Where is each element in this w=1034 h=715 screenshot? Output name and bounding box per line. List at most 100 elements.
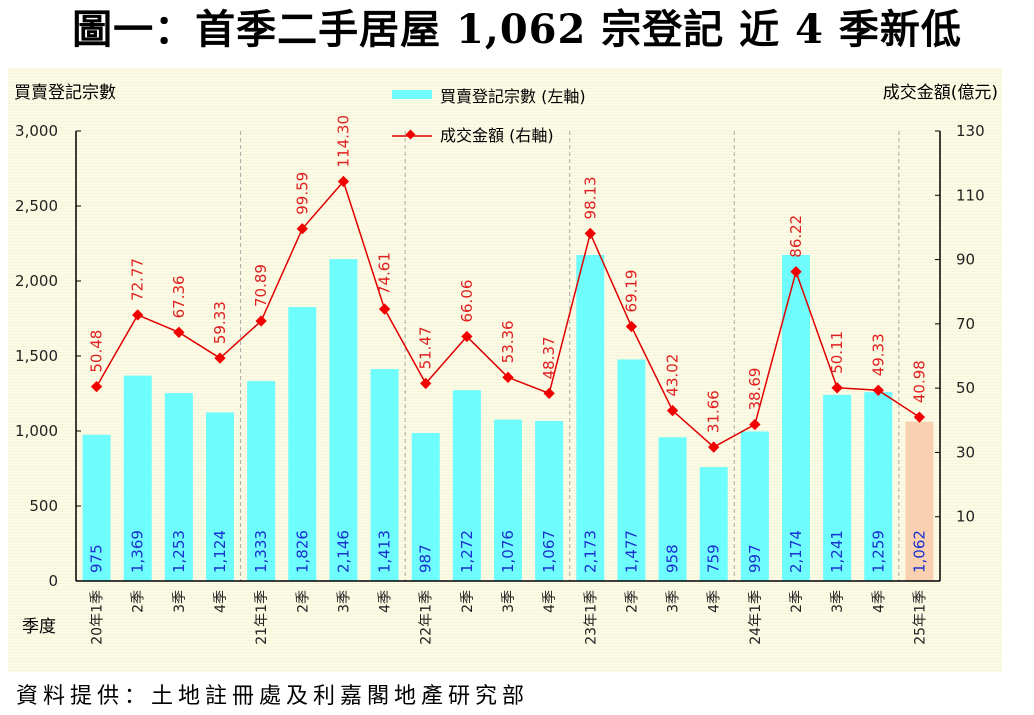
category-label: 3季 <box>336 590 352 613</box>
bar <box>740 431 769 581</box>
line-marker <box>913 411 926 423</box>
bar <box>123 375 152 581</box>
bar <box>864 392 893 581</box>
bar-value-label: 2,173 <box>581 530 599 573</box>
category-label: 3季 <box>666 590 682 613</box>
legend-line-marker <box>405 129 416 140</box>
line-marker <box>296 223 308 235</box>
right-tick-label: 130 <box>956 122 985 140</box>
bar-value-label: 1,259 <box>869 530 887 573</box>
left-tick-label: 3,000 <box>15 122 58 140</box>
bar-value-label: 1,369 <box>129 530 147 573</box>
left-axis-title: 買賣登記宗數 <box>14 83 116 103</box>
line-value-label: 67.36 <box>170 275 188 318</box>
line-value-label: 51.47 <box>417 326 435 369</box>
bar <box>823 394 852 581</box>
bar <box>699 467 728 581</box>
line-value-label: 38.69 <box>746 368 764 411</box>
bar <box>164 393 193 581</box>
line-marker <box>666 404 679 417</box>
line-marker <box>790 266 802 278</box>
bar <box>329 259 358 581</box>
line-value-label: 49.33 <box>869 333 887 376</box>
category-label: 24年1季 <box>748 590 764 645</box>
bar <box>576 255 605 582</box>
line-marker <box>173 326 185 338</box>
right-tick-label: 10 <box>956 508 975 526</box>
line-marker <box>625 320 638 333</box>
bar-value-label: 1,062 <box>910 530 928 573</box>
line-value-label: 50.11 <box>828 331 846 374</box>
year-separators <box>240 131 900 581</box>
bar <box>617 359 646 581</box>
chart-title: 圖一：首季二手居屋 1,062 宗登記 近 4 季新低 <box>72 6 962 53</box>
category-label: 2季 <box>789 590 805 613</box>
category-label: 4季 <box>871 590 887 613</box>
bar-value-label: 1,076 <box>499 530 517 573</box>
category-label: 22年1季 <box>419 590 435 645</box>
bar <box>206 412 234 581</box>
category-label: 4季 <box>542 590 558 613</box>
bar-value-label: 1,413 <box>376 530 394 573</box>
line-value-label: 50.48 <box>88 330 106 373</box>
legend-bar-label: 買賣登記宗數 (左軸) <box>440 87 586 106</box>
line-marker <box>255 315 267 327</box>
category-label: 25年1季 <box>912 590 928 645</box>
bar-value-label: 958 <box>664 544 682 573</box>
right-tick-label: 70 <box>956 315 975 333</box>
line-value-label: 53.36 <box>499 320 517 363</box>
category-label: 20年1季 <box>90 590 106 645</box>
line-value-label: 66.06 <box>458 280 476 323</box>
left-tick-label: 500 <box>29 497 58 515</box>
bar-value-label: 1,826 <box>293 530 311 573</box>
category-label: 3季 <box>830 590 846 613</box>
legend-bar-swatch <box>392 90 432 99</box>
x-axis-title: 季度 <box>22 617 56 637</box>
line-value-label: 114.30 <box>334 115 352 168</box>
bars <box>82 254 934 582</box>
bar-value-label: 975 <box>88 544 106 573</box>
bar <box>370 369 399 581</box>
line-series <box>90 175 926 453</box>
bar-value-label: 759 <box>705 544 723 573</box>
bar-value-label: 1,272 <box>458 530 476 573</box>
bar-value-label: 1,477 <box>622 530 640 573</box>
category-label: 3季 <box>501 590 517 613</box>
legend: 買賣登記宗數 (左軸) 成交金額 (右軸) <box>392 87 586 145</box>
line-marker <box>132 309 144 321</box>
bar-value-label: 2,146 <box>334 530 352 573</box>
category-label: 23年1季 <box>583 590 599 645</box>
line-marker <box>543 387 555 400</box>
bar <box>288 307 317 581</box>
line-value-label: 99.59 <box>293 172 311 215</box>
bar <box>247 381 276 581</box>
line-value-label: 59.33 <box>211 301 229 344</box>
bar <box>658 437 687 581</box>
left-tick-label: 0 <box>48 572 58 590</box>
bar <box>411 432 440 581</box>
bar-value-label: 987 <box>417 544 435 573</box>
category-label: 3季 <box>172 590 188 613</box>
line-marker <box>749 418 761 431</box>
category-labels: 20年1季 2季 3季 4季 21年1季 2季 3季 4季 22年1季 2季 3季 4季 23年1季 2季… <box>90 590 929 645</box>
line-marker <box>420 377 432 390</box>
bar-value-label: 2,174 <box>787 530 805 573</box>
line-marker <box>90 380 103 393</box>
left-tick-label: 1,500 <box>15 347 58 365</box>
bar <box>494 419 522 581</box>
category-label: 2季 <box>624 590 640 613</box>
category-label: 21年1季 <box>254 590 270 645</box>
line-value-label: 40.98 <box>910 360 928 403</box>
line-marker <box>502 371 514 383</box>
bar-value-label: 1,253 <box>170 530 188 573</box>
right-tick-label: 90 <box>956 251 975 269</box>
left-tick-label: 2,000 <box>15 272 58 290</box>
bar <box>82 434 111 581</box>
line-value-label: 70.89 <box>252 264 270 307</box>
line-marker <box>708 441 720 453</box>
line-marker <box>378 303 391 315</box>
source-note: 資料提供：土地註冊處及利嘉閣地產研究部 <box>16 684 530 709</box>
category-label: 4季 <box>707 590 723 613</box>
category-label: 2季 <box>460 590 476 613</box>
